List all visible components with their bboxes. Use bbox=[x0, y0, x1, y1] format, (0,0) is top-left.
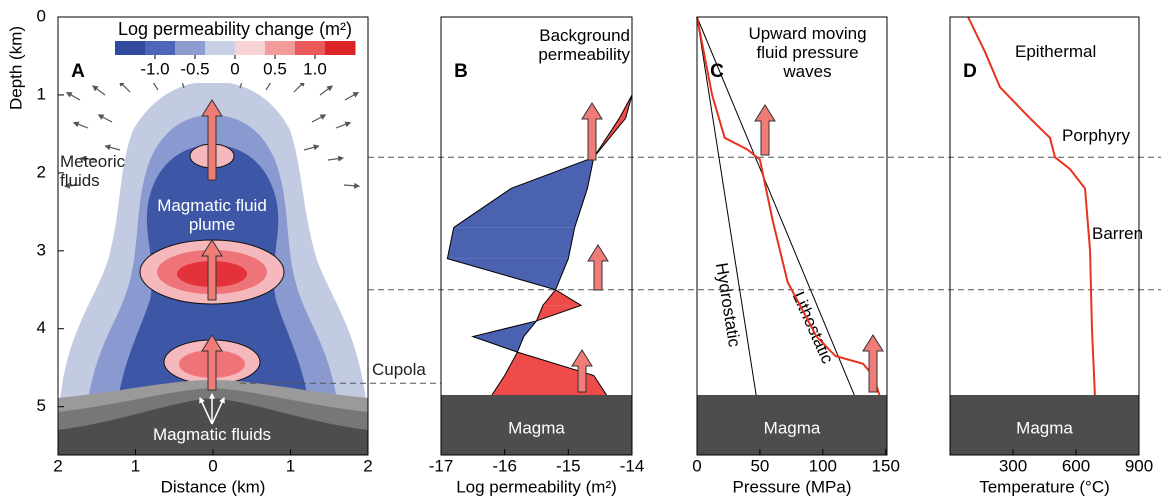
series-label: Background permeability bbox=[508, 26, 630, 64]
y-tick-label: 3 bbox=[37, 240, 46, 259]
panel-frame bbox=[697, 17, 887, 455]
panel-label: C bbox=[710, 61, 724, 82]
colorbar-segment bbox=[265, 41, 296, 55]
x-tick-label: 1 bbox=[286, 456, 295, 475]
colorbar-title: Log permeability change (m²) bbox=[118, 19, 352, 39]
panel-label: D bbox=[963, 61, 977, 82]
x-tick-label: 150 bbox=[872, 456, 900, 475]
colorbar-tick-label: 0 bbox=[230, 59, 239, 78]
y-tick-label: 0 bbox=[37, 6, 46, 25]
x-tick-label: 2 bbox=[53, 456, 62, 475]
colorbar-segment bbox=[175, 41, 206, 55]
figure: Hydrostatic Lithostatic 21012012345Dista… bbox=[0, 0, 1161, 497]
colorbar-segment bbox=[325, 41, 356, 55]
colorbar-tick-label: 1.0 bbox=[303, 59, 327, 78]
x-tick-label: -16 bbox=[492, 456, 517, 475]
pressure-arrow bbox=[863, 335, 883, 392]
colorbar-segment bbox=[115, 41, 146, 55]
y-tick-label: 4 bbox=[37, 318, 46, 337]
chart: Hydrostatic Lithostatic 21012012345Dista… bbox=[0, 0, 1161, 497]
y-axis-label: Depth (km) bbox=[6, 26, 25, 110]
pressure-arrow bbox=[588, 245, 608, 290]
annotation: Meteoric fluids bbox=[60, 152, 130, 190]
x-tick-label: 1 bbox=[131, 456, 140, 475]
permeability-fill bbox=[447, 227, 574, 258]
annotation: Porphyry bbox=[1062, 126, 1130, 145]
x-tick-label: -14 bbox=[620, 456, 645, 475]
annotation: Cupola bbox=[372, 360, 426, 379]
colorbar-segment bbox=[145, 41, 176, 55]
y-tick-label: 1 bbox=[37, 84, 46, 103]
x-axis-label: Pressure (MPa) bbox=[732, 477, 851, 496]
x-tick-label: 600 bbox=[1062, 456, 1090, 475]
permeability-fill bbox=[492, 376, 607, 395]
pressure-arrow bbox=[755, 105, 775, 155]
x-tick-label: 0 bbox=[208, 456, 217, 475]
x-tick-label: 50 bbox=[750, 456, 769, 475]
y-tick-label: 2 bbox=[37, 162, 46, 181]
x-tick-label: 0 bbox=[692, 456, 701, 475]
annotation: Upward moving fluid pressure waves bbox=[745, 24, 870, 81]
x-axis-label: Log permeability (m²) bbox=[456, 477, 617, 496]
panel-label: B bbox=[454, 61, 468, 82]
colorbar-segment bbox=[235, 41, 266, 55]
x-tick-label: 300 bbox=[999, 456, 1027, 475]
annotation: Magmatic fluids bbox=[112, 425, 312, 444]
colorbar-tick-label: -1.0 bbox=[140, 59, 169, 78]
x-tick-label: 100 bbox=[809, 456, 837, 475]
profile-line bbox=[968, 17, 1095, 395]
x-axis-label: Temperature (°C) bbox=[979, 477, 1110, 496]
x-tick-label: -17 bbox=[429, 456, 454, 475]
permeability-fill bbox=[447, 259, 568, 290]
annotation: Magmatic fluid plume bbox=[152, 196, 272, 234]
annotation: Epithermal bbox=[1015, 42, 1096, 61]
series-label: Hydrostatic bbox=[712, 261, 744, 348]
x-tick-label: -15 bbox=[556, 456, 581, 475]
magma-label: Magma bbox=[1016, 418, 1073, 437]
magma-label: Magma bbox=[764, 418, 821, 437]
panel-label: A bbox=[71, 61, 85, 82]
magma-label: Magma bbox=[508, 418, 565, 437]
annotation: Barren bbox=[1092, 224, 1143, 243]
permeability-fill bbox=[454, 188, 588, 227]
x-tick-label: 900 bbox=[1125, 456, 1153, 475]
x-tick-label: 2 bbox=[363, 456, 372, 475]
colorbar-tick-label: 0.5 bbox=[263, 59, 287, 78]
y-tick-label: 5 bbox=[37, 396, 46, 415]
x-axis-label: Distance (km) bbox=[161, 477, 266, 496]
colorbar-tick-label: -0.5 bbox=[180, 59, 209, 78]
colorbar-segment bbox=[295, 41, 326, 55]
colorbar-segment bbox=[205, 41, 236, 55]
